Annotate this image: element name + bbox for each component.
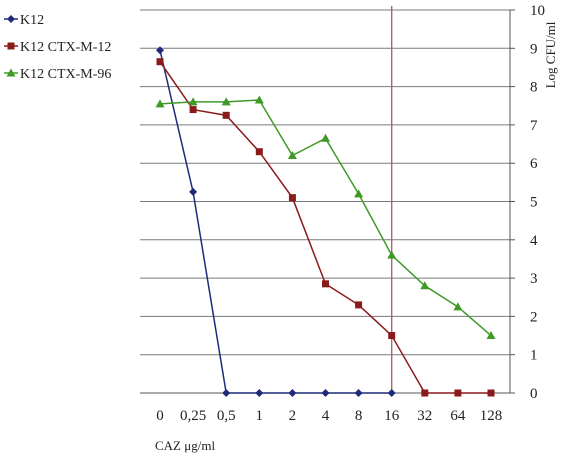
x-tick-label: 32	[417, 408, 432, 424]
data-point	[387, 250, 397, 259]
y-tick-label: 7	[530, 118, 538, 134]
series-0	[156, 46, 396, 397]
legend-label: K12 CTX-M-12	[20, 40, 111, 55]
x-tick-label: 0,25	[180, 408, 206, 424]
data-point	[387, 389, 396, 397]
legend-label: K12	[20, 13, 44, 28]
data-point	[321, 389, 330, 397]
x-tick-label: 4	[322, 408, 330, 424]
series-2	[155, 95, 496, 340]
data-point	[421, 389, 429, 397]
data-point	[487, 389, 495, 397]
data-point	[255, 148, 263, 156]
data-point	[254, 95, 264, 104]
data-point	[189, 106, 197, 114]
x-tick-label: 0,5	[217, 408, 236, 424]
y-tick-label: 6	[530, 156, 538, 172]
legend-marker	[7, 42, 15, 50]
x-tick-label: 8	[355, 408, 363, 424]
y-tick-label: 5	[530, 195, 538, 211]
legend-marker	[6, 68, 16, 77]
data-point	[288, 389, 297, 397]
legend-marker	[7, 15, 15, 23]
data-point	[287, 151, 297, 160]
y-tick-labels: 0 1 2 3 4 5 6 7 8 9 10	[530, 3, 545, 402]
data-point	[255, 389, 264, 397]
x-tick-label: 1	[256, 408, 264, 424]
x-tick-label: 128	[480, 408, 503, 424]
data-point	[221, 97, 231, 106]
data-point	[222, 111, 230, 119]
series-line	[159, 50, 392, 394]
data-point	[322, 280, 329, 288]
data-point	[354, 189, 364, 198]
data-point	[189, 187, 198, 196]
x-tick-label: 64	[450, 408, 466, 424]
data-point	[155, 99, 165, 108]
y-tick-label: 8	[530, 80, 538, 96]
data-point	[454, 389, 462, 397]
series-1	[156, 58, 495, 397]
data-point	[355, 301, 363, 309]
legend: K12 K12 CTX-M-12 K12 CTX-M-96	[4, 13, 111, 82]
x-tick-labels: 0 0,25 0,5 1 2 4 8 16 32 64 128	[156, 408, 502, 424]
data-point	[420, 281, 430, 290]
data-point	[486, 331, 496, 340]
y-tick-label: 10	[530, 3, 545, 19]
x-tick-label: 0	[156, 408, 164, 424]
legend-label: K12 CTX-M-96	[20, 67, 111, 82]
data-point	[156, 46, 164, 55]
data-point	[453, 302, 463, 311]
data-point	[354, 389, 363, 397]
gridlines	[140, 9, 510, 356]
x-tick-label: 16	[384, 408, 400, 424]
y-tick-label: 4	[530, 233, 538, 249]
data-point	[388, 332, 396, 340]
x-axis-label: CAZ μg/ml	[155, 438, 215, 453]
y-tick-label: 1	[530, 348, 538, 364]
y-tick-label: 3	[530, 271, 538, 287]
y-tick-label: 9	[530, 41, 538, 57]
series-layer	[155, 46, 496, 397]
y-axis-label: Log CFU/ml	[543, 21, 558, 88]
data-point	[156, 58, 164, 66]
data-point	[222, 389, 231, 397]
data-point	[321, 133, 330, 142]
x-tick-label: 2	[289, 408, 297, 424]
data-point	[288, 194, 296, 202]
data-point	[188, 97, 198, 106]
y-tick-label: 0	[530, 386, 538, 402]
series-line	[159, 61, 491, 394]
y-tick-label: 2	[530, 309, 538, 325]
